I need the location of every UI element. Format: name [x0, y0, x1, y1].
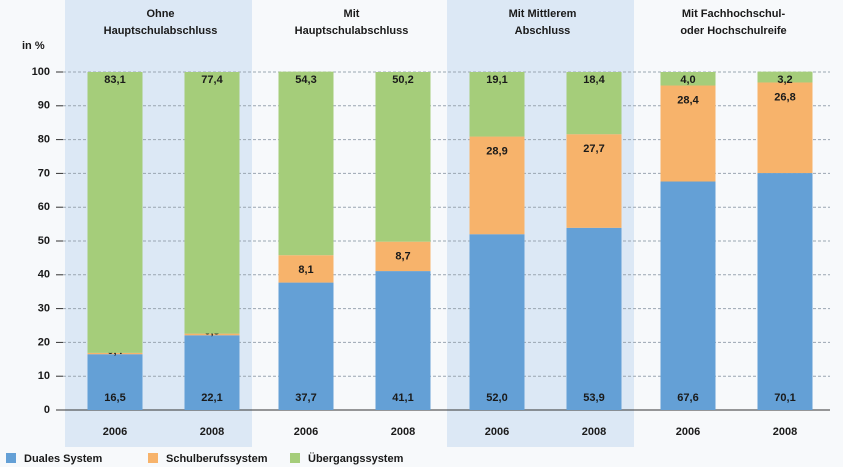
- value-label: 77,4: [201, 74, 223, 86]
- y-tick-label: 20: [38, 336, 50, 348]
- y-tick-label: 100: [32, 66, 50, 78]
- value-label: 28,4: [677, 94, 699, 106]
- bar-segment: [566, 227, 622, 410]
- group-label: Abschluss: [515, 25, 571, 37]
- group-label: Mit Fachhochschul-: [682, 8, 786, 20]
- value-label: 26,8: [774, 91, 795, 103]
- bar-segment: [469, 234, 525, 410]
- value-label: 70,1: [774, 392, 795, 404]
- value-label: 27,7: [583, 143, 604, 155]
- value-label: 19,1: [486, 74, 507, 86]
- y-tick-label: 80: [38, 134, 50, 146]
- y-tick-label: 90: [38, 100, 50, 112]
- legend-label: Duales System: [24, 453, 102, 465]
- group-label: Hauptschulabschluss: [295, 25, 409, 37]
- y-axis-label: in %: [22, 40, 45, 52]
- value-label: 16,5: [104, 392, 125, 404]
- legend-swatch: [148, 453, 158, 463]
- group-label: Ohne: [146, 8, 174, 20]
- x-tick-label: 2006: [294, 426, 318, 438]
- x-tick-label: 2008: [582, 426, 606, 438]
- bar-segment: [757, 82, 813, 174]
- y-tick-label: 30: [38, 303, 50, 315]
- bar-segment: [566, 72, 622, 135]
- bar-segment: [660, 181, 716, 410]
- value-label: 4,0: [680, 74, 695, 86]
- bar-segment: [87, 72, 143, 353]
- bar-segment: [375, 241, 431, 272]
- bar-segment: [184, 335, 240, 410]
- y-tick-label: 60: [38, 201, 50, 213]
- y-tick-label: 50: [38, 235, 50, 247]
- bar-segment: [375, 72, 431, 242]
- bar-segment: [660, 72, 716, 86]
- value-label: 83,1: [104, 74, 125, 86]
- y-tick-label: 10: [38, 370, 50, 382]
- bar-segment: [469, 72, 525, 137]
- group-label: Mit: [344, 8, 360, 20]
- x-tick-label: 2006: [103, 426, 127, 438]
- group-label: Hauptschulabschluss: [104, 25, 218, 37]
- group-label: Mit Mittlerem: [509, 8, 577, 20]
- bar-segment: [757, 71, 813, 83]
- legend-swatch: [6, 453, 16, 463]
- value-label: 18,4: [583, 74, 605, 86]
- legend-label: Schulberufssystem: [166, 453, 268, 465]
- value-label: 37,7: [295, 392, 316, 404]
- value-label: 8,1: [298, 264, 313, 276]
- x-tick-label: 2006: [485, 426, 509, 438]
- bar-segment: [184, 333, 240, 336]
- bar-segment: [278, 71, 334, 256]
- y-tick-label: 70: [38, 167, 50, 179]
- bar-segment: [375, 271, 431, 410]
- bar-segment: [87, 354, 143, 410]
- x-tick-label: 2008: [391, 426, 415, 438]
- bar-segment: [87, 352, 143, 355]
- value-label: 50,2: [392, 74, 413, 86]
- value-label: 53,9: [583, 392, 604, 404]
- bar-segment: [184, 72, 240, 334]
- value-label: 54,3: [295, 74, 316, 86]
- y-tick-label: 0: [44, 404, 50, 416]
- legend-swatch: [290, 453, 300, 463]
- x-tick-label: 2008: [773, 426, 797, 438]
- bar-segment: [660, 85, 716, 182]
- value-label: 67,6: [677, 392, 698, 404]
- value-label: 3,2: [777, 74, 792, 86]
- value-label: 8,7: [395, 251, 410, 263]
- legend-label: Übergangssystem: [308, 452, 404, 465]
- x-tick-label: 2006: [676, 426, 700, 438]
- value-label: 41,1: [392, 392, 413, 404]
- y-tick-label: 40: [38, 269, 50, 281]
- group-label: oder Hochschulreife: [680, 25, 786, 37]
- value-label: 28,9: [486, 145, 507, 157]
- bar-segment: [278, 255, 334, 283]
- bar-segment: [566, 134, 622, 228]
- value-label: 22,1: [201, 392, 222, 404]
- bar-segment: [469, 136, 525, 235]
- bar-segment: [278, 282, 334, 410]
- bar-segment: [757, 173, 813, 410]
- value-label: 52,0: [486, 392, 507, 404]
- x-tick-label: 2008: [200, 426, 224, 438]
